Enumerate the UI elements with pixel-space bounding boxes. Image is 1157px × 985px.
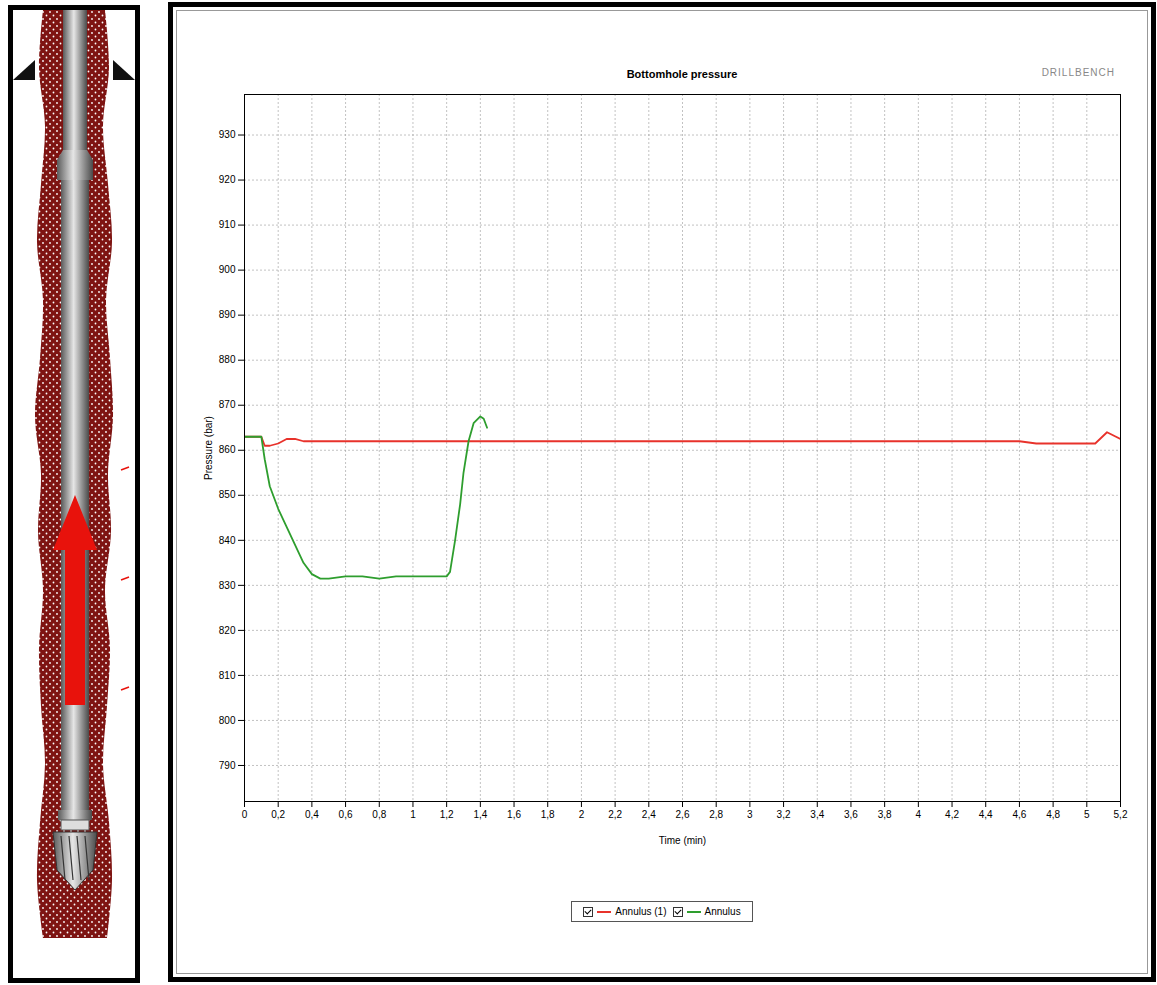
svg-text:880: 880 <box>219 354 236 365</box>
svg-text:3,8: 3,8 <box>878 809 892 820</box>
svg-text:930: 930 <box>219 129 236 140</box>
svg-text:1,4: 1,4 <box>473 809 487 820</box>
svg-text:0,4: 0,4 <box>305 809 319 820</box>
svg-text:870: 870 <box>219 399 236 410</box>
svg-text:4,4: 4,4 <box>979 809 993 820</box>
svg-text:820: 820 <box>219 625 236 636</box>
svg-text:3,6: 3,6 <box>844 809 858 820</box>
svg-text:2,6: 2,6 <box>676 809 690 820</box>
svg-text:2,8: 2,8 <box>709 809 723 820</box>
svg-text:4: 4 <box>916 809 922 820</box>
svg-text:840: 840 <box>219 535 236 546</box>
svg-text:860: 860 <box>219 444 236 455</box>
html-text:Bottomhole pressure: Bottomhole pressure <box>626 68 738 80</box>
svg-text:4,6: 4,6 <box>1012 809 1026 820</box>
svg-text:890: 890 <box>219 309 236 320</box>
svg-text:900: 900 <box>219 264 236 275</box>
svg-text:810: 810 <box>219 670 236 681</box>
svg-text:1,6: 1,6 <box>507 809 521 820</box>
svg-text:910: 910 <box>219 219 236 230</box>
svg-text:0: 0 <box>242 809 248 820</box>
svg-text:920: 920 <box>219 174 236 185</box>
svg-text:790: 790 <box>219 760 236 771</box>
svg-text:1: 1 <box>410 809 416 820</box>
svg-text:0,8: 0,8 <box>372 809 386 820</box>
svg-text:1,8: 1,8 <box>541 809 555 820</box>
svg-text:Time (min): Time (min) <box>659 835 706 846</box>
svg-text:3,4: 3,4 <box>810 809 824 820</box>
svg-text:1,2: 1,2 <box>440 809 454 820</box>
svg-text:3: 3 <box>747 809 753 820</box>
svg-text:2: 2 <box>579 809 585 820</box>
svg-text:5: 5 <box>1084 809 1090 820</box>
svg-text:2,2: 2,2 <box>608 809 622 820</box>
svg-text:2,4: 2,4 <box>642 809 656 820</box>
svg-text:830: 830 <box>219 580 236 591</box>
svg-text:3,2: 3,2 <box>777 809 791 820</box>
svg-text:800: 800 <box>219 715 236 726</box>
svg-text:0,2: 0,2 <box>271 809 285 820</box>
svg-text:0,6: 0,6 <box>339 809 353 820</box>
svg-text:850: 850 <box>219 489 236 500</box>
svg-text:4,2: 4,2 <box>945 809 959 820</box>
html-text:Annulus (1): Annulus (1) <box>615 906 667 917</box>
svg-text:4,8: 4,8 <box>1046 809 1060 820</box>
html-text:DRILLBENCH: DRILLBENCH <box>1041 67 1115 78</box>
html-text:Annulus: Annulus <box>704 906 741 917</box>
svg-text:5,2: 5,2 <box>1114 809 1128 820</box>
svg-text:Pressure (bar): Pressure (bar) <box>203 416 214 480</box>
